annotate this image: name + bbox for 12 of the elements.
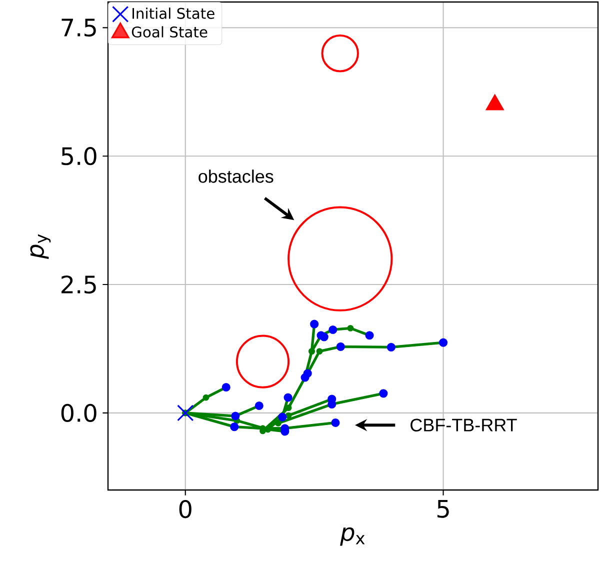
legend-label: Initial State [132,8,214,19]
annotation: obstacles [198,170,274,183]
y-tick-label: 7.5 [62,18,96,37]
x-axis-title: p$_{x}$ [340,527,365,546]
legend-label: Goal State [132,26,208,38]
y-axis-title: p$_{y}$ [30,234,51,259]
y-tick-label: 2.5 [62,275,96,294]
x-tick-label: 5 [437,500,449,518]
annotation: CBF-TB-RRT [410,418,517,432]
x-tick-label: 0 [179,500,192,518]
y-tick-label: 5.0 [62,147,96,166]
y-tick-label: 0.0 [61,404,96,422]
